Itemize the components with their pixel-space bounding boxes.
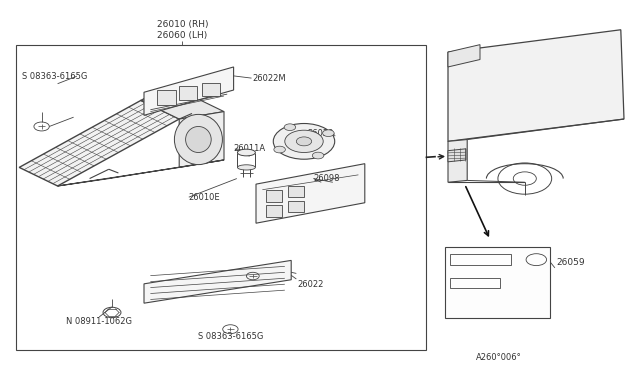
Text: 26010 (RH): 26010 (RH) [157,20,208,29]
Text: 26029: 26029 [307,129,333,138]
Ellipse shape [186,126,211,153]
Polygon shape [144,67,234,115]
Polygon shape [448,149,466,162]
Text: N 08911-1062G: N 08911-1062G [66,317,132,326]
Bar [16,45,426,350]
Ellipse shape [237,165,255,170]
Circle shape [284,124,296,131]
Bar [266,205,282,217]
Ellipse shape [174,115,223,164]
Circle shape [296,137,312,146]
Text: ATTENTION: ATTENTION [462,280,488,285]
Polygon shape [448,30,624,141]
Polygon shape [179,112,224,167]
Text: 26022: 26022 [298,280,324,289]
Bar [288,186,304,197]
Circle shape [273,124,335,159]
Text: ATTENTION: ATTENTION [465,257,495,262]
Text: 26098: 26098 [314,174,340,183]
Polygon shape [141,93,224,119]
Circle shape [312,152,324,159]
Text: S 08363-6165G: S 08363-6165G [198,332,263,341]
Bar [450,254,511,265]
Circle shape [274,146,285,153]
Bar [266,190,282,202]
Bar [288,201,304,212]
Text: 26022M: 26022M [253,74,287,83]
Text: A260°006°: A260°006° [476,353,522,362]
Text: 26010E: 26010E [189,193,220,202]
Bar [157,90,176,105]
Text: S 08363-6165G: S 08363-6165G [22,72,88,81]
Ellipse shape [237,149,255,156]
Circle shape [323,130,334,137]
Polygon shape [144,260,291,303]
Polygon shape [256,164,365,223]
Bar [202,83,220,96]
Bar [450,278,500,288]
Polygon shape [58,160,224,186]
Polygon shape [19,100,179,186]
Bar [179,86,197,100]
Text: 26060 (LH): 26060 (LH) [157,31,207,40]
Polygon shape [448,45,480,67]
Circle shape [285,130,323,153]
Text: 26011A: 26011A [234,144,266,153]
Polygon shape [448,140,467,182]
Bar [445,247,550,318]
Text: 26059: 26059 [557,258,586,267]
